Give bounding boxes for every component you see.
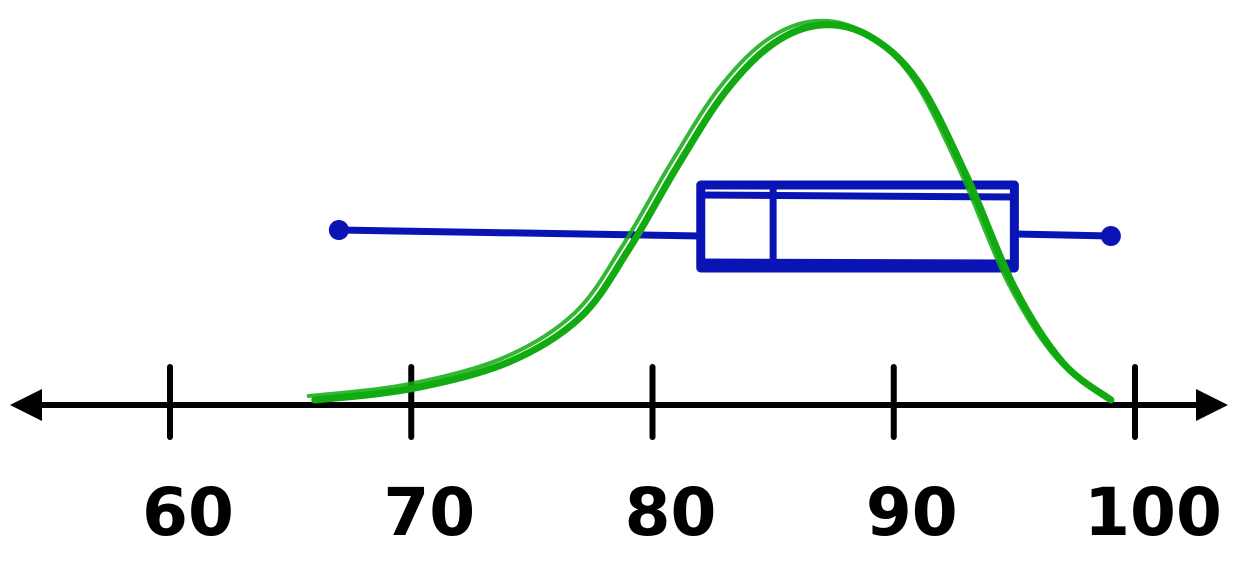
axis-tick-label-90: 90 [866,474,958,551]
axis-right-arrow [1196,389,1228,421]
max-point [1100,226,1121,246]
density-curve [311,21,1115,404]
box-top-inner-stroke [700,191,1015,201]
density-curve-sketch-stroke [306,18,1107,398]
axis-tick-label-80: 80 [625,474,717,551]
axis-left-arrow [10,389,42,421]
min-point [328,220,349,240]
lower-whisker [335,226,705,240]
axis-tick-label-60: 60 [142,474,234,551]
axis-tick-label-100: 100 [1084,474,1222,551]
upper-whisker [1010,230,1115,240]
iqr-box [696,180,1019,273]
box-bottom-inner-stroke [700,258,1015,267]
axis-tick-label-70: 70 [383,474,475,551]
